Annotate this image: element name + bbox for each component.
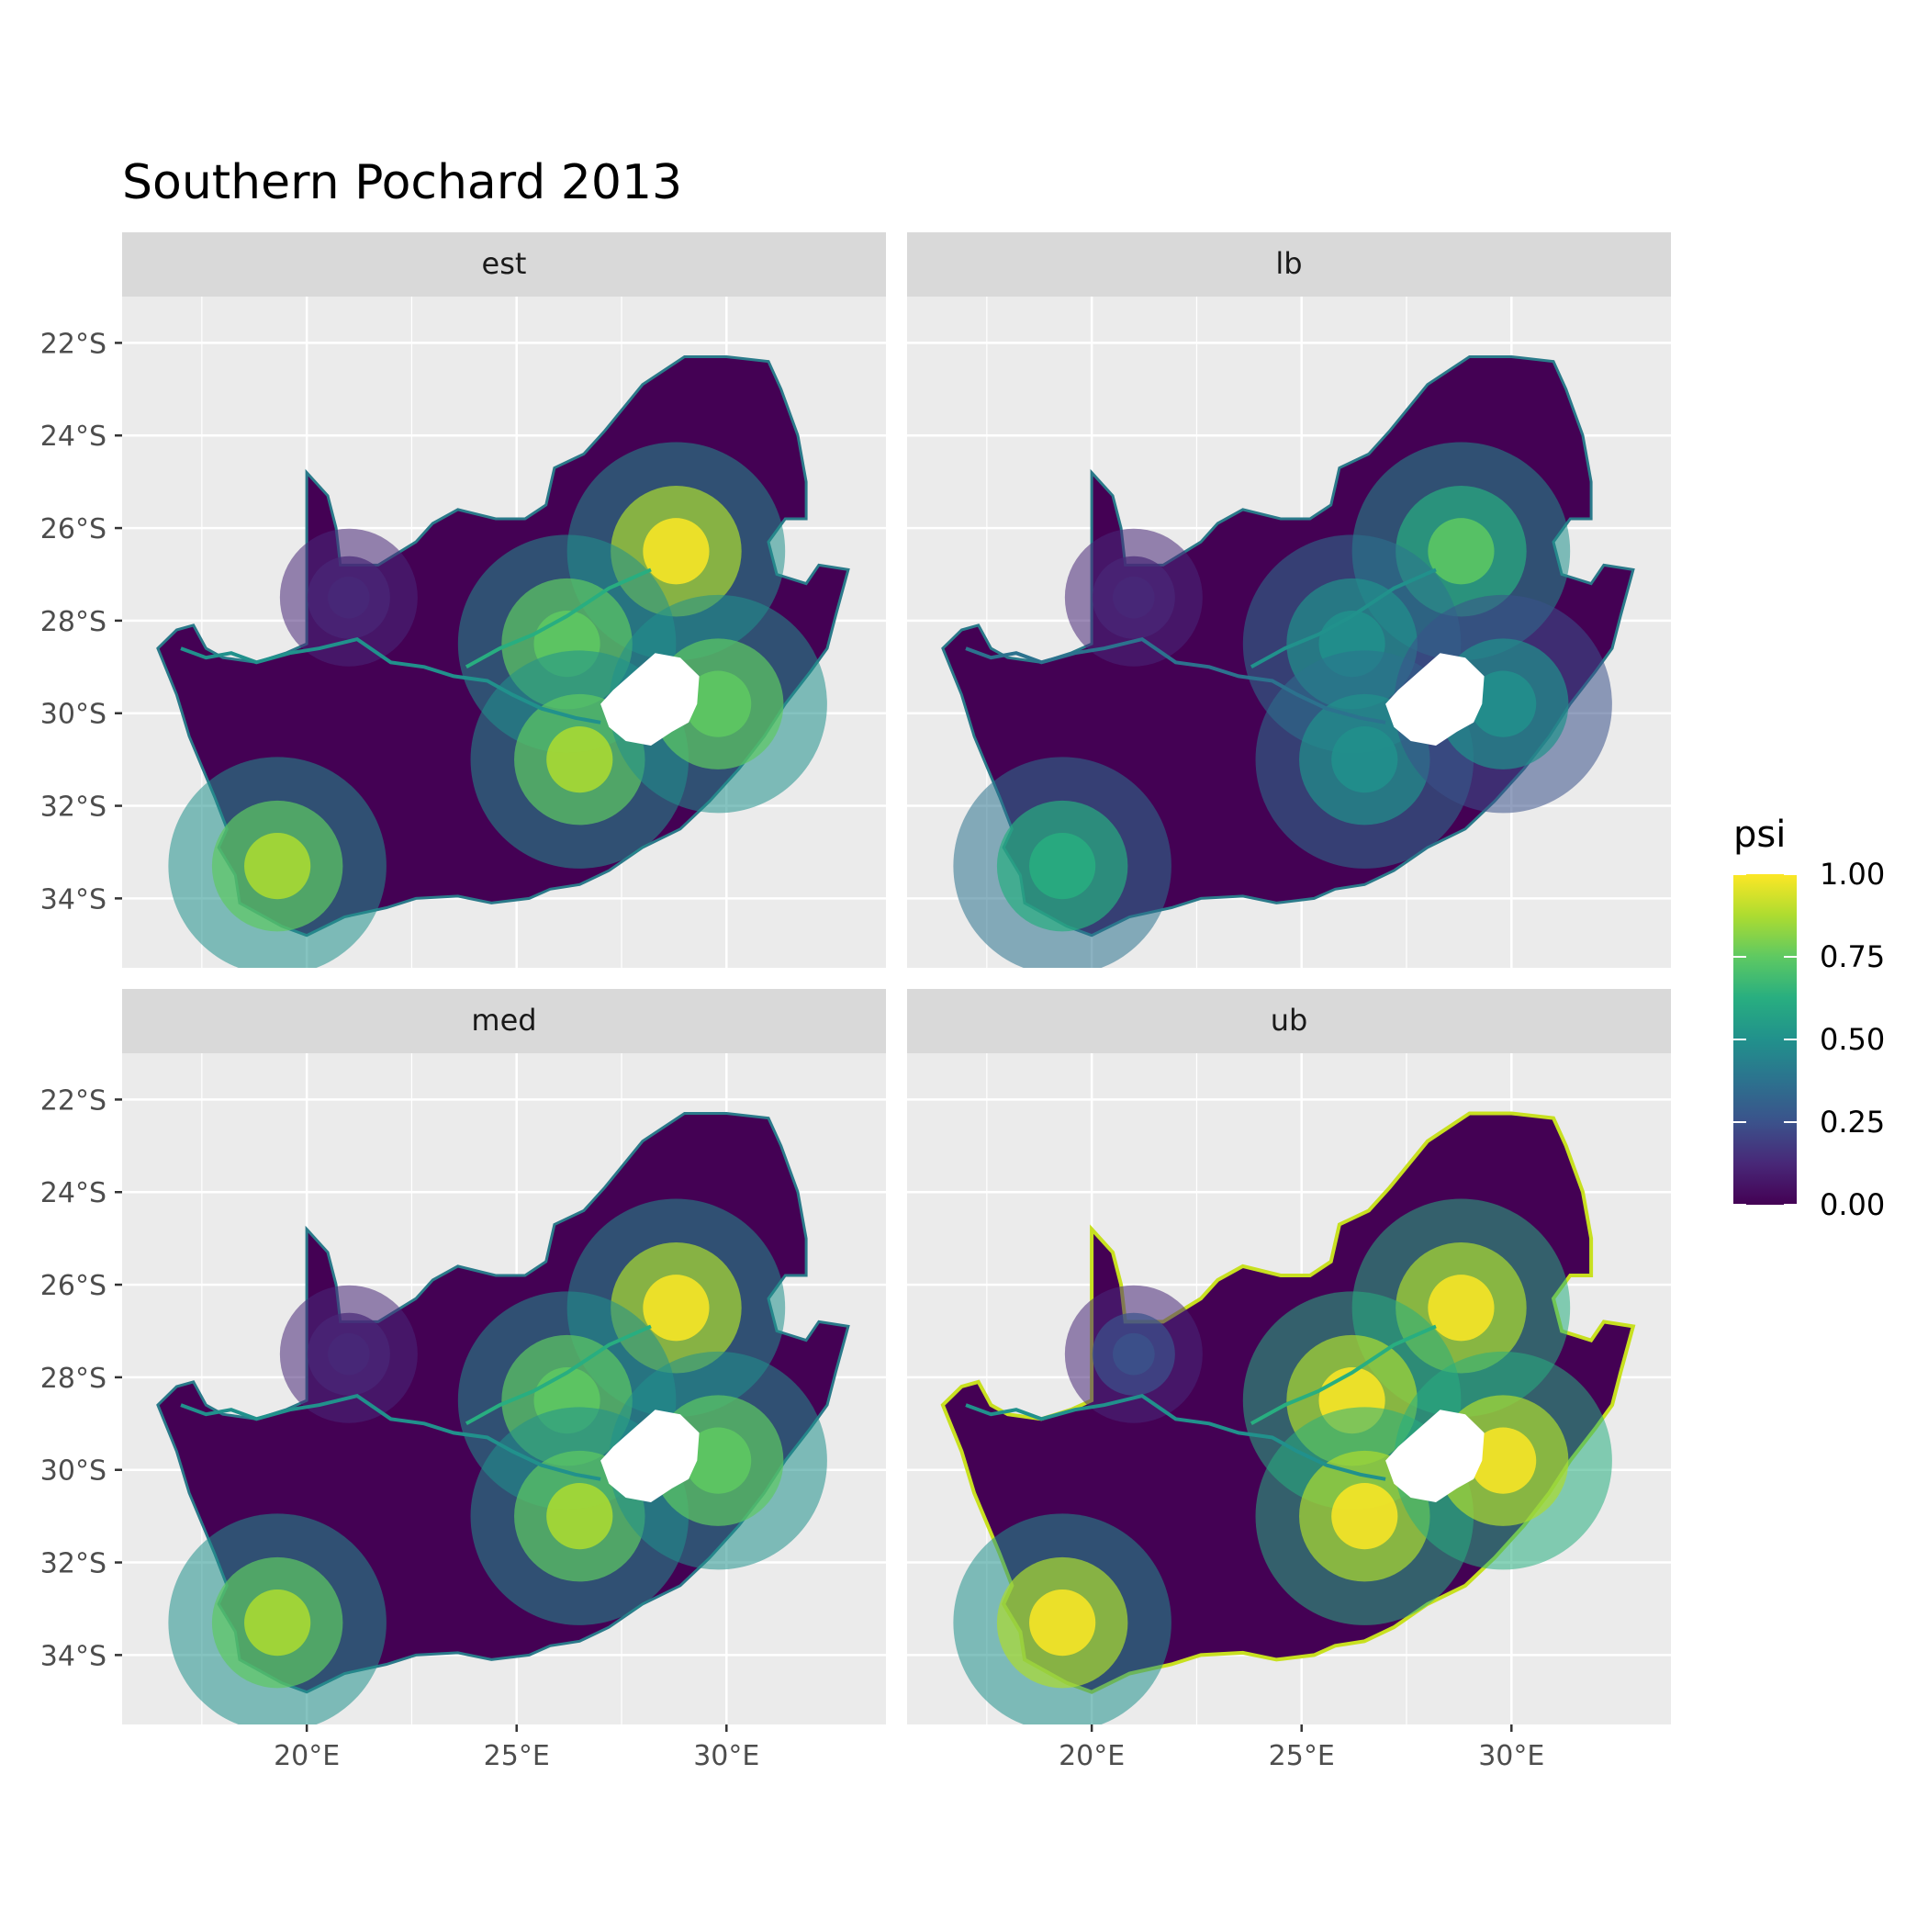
x-axis-right-column: 20°E 25°E 30°E	[1059, 1724, 1544, 1772]
facet-panel-est: est	[122, 232, 886, 968]
lesotho-gap	[600, 653, 700, 746]
y-axis-top-row: 22°S 24°S 26°S 28°S 30°S 32°S 34°S	[40, 328, 122, 915]
river-orange	[180, 636, 601, 724]
psi-raster-med	[156, 1112, 850, 1724]
facet-strip-label: lb	[1275, 246, 1302, 281]
facet-strip	[907, 989, 1671, 1053]
psi-raster-ub	[940, 1111, 1636, 1724]
river-vaal	[1250, 567, 1437, 669]
legend-break-label: 0.00	[1820, 1187, 1885, 1222]
facet-strip-label: med	[471, 1003, 536, 1038]
y-tick-label: 24°S	[40, 421, 106, 453]
legend-break-label: 1.00	[1820, 857, 1885, 892]
y-tick-label: 22°S	[40, 328, 106, 360]
facet-strip	[907, 232, 1671, 297]
facet-strip-label: est	[482, 246, 527, 281]
facet-strip	[122, 232, 886, 297]
y-tick-label: 22°S	[40, 1084, 106, 1117]
psi-hotspot-core	[1470, 1427, 1537, 1494]
river-vaal	[465, 1324, 652, 1426]
lesotho-gap	[1385, 1410, 1485, 1502]
psi-hotspot-core	[244, 1589, 311, 1657]
plot-title: Southern Pochard 2013	[122, 155, 682, 210]
legend-break-label: 0.75	[1820, 939, 1885, 974]
river-orange	[965, 636, 1386, 724]
psi-hotspot-core	[546, 1483, 613, 1550]
psi-hotspot-core	[685, 1427, 752, 1494]
legend-break-label: 0.50	[1820, 1022, 1885, 1057]
y-tick-label: 34°S	[40, 883, 106, 915]
legend-title: psi	[1733, 814, 1786, 856]
psi-hotspot-core	[1029, 1589, 1096, 1657]
x-tick-label: 30°E	[1478, 1740, 1544, 1772]
psi-hotspot-core	[643, 1275, 710, 1342]
y-tick-label: 26°S	[40, 513, 106, 545]
y-tick-label: 32°S	[40, 792, 106, 824]
x-tick-label: 20°E	[274, 1740, 340, 1772]
psi-hotspot-core	[1113, 1332, 1155, 1376]
psi-hotspot-core	[685, 670, 752, 737]
psi-hotspot-core	[1428, 518, 1495, 585]
psi-hotspot-core	[1331, 1483, 1398, 1550]
psi-hotspot-core	[1029, 832, 1096, 900]
y-axis-bottom-row: 22°S 24°S 26°S 28°S 30°S 32°S 34°S	[40, 1084, 122, 1672]
x-tick-label: 25°E	[1269, 1740, 1335, 1772]
legend-ticks: 1.00 0.75 0.50 0.25 0.00	[1733, 857, 1885, 1222]
river-orange	[965, 1393, 1386, 1481]
psi-hotspot-core	[244, 832, 311, 900]
psi-hotspot-core	[1470, 670, 1537, 737]
y-tick-label: 28°S	[40, 1363, 106, 1395]
y-tick-label: 26°S	[40, 1270, 106, 1302]
x-axis-left-column: 20°E 25°E 30°E	[274, 1724, 759, 1772]
psi-hotspot-core	[1113, 576, 1155, 619]
y-tick-label: 30°S	[40, 699, 106, 731]
x-tick-label: 30°E	[693, 1740, 759, 1772]
y-tick-label: 30°S	[40, 1455, 106, 1488]
river-vaal	[465, 567, 652, 669]
facet-panel-ub: ub	[907, 989, 1671, 1724]
legend: psi 1.00 0.75 0.50 0.25 0.00	[1733, 814, 1885, 1222]
y-tick-label: 32°S	[40, 1548, 106, 1580]
y-tick-label: 28°S	[40, 606, 106, 638]
river-orange	[180, 1393, 601, 1481]
facet-strip	[122, 989, 886, 1053]
y-tick-label: 34°S	[40, 1640, 106, 1672]
river-vaal	[1250, 1324, 1437, 1426]
facet-panel-lb: lb	[907, 232, 1671, 968]
psi-raster-lb	[941, 355, 1635, 968]
lesotho-gap	[600, 1410, 700, 1502]
x-tick-label: 20°E	[1059, 1740, 1125, 1772]
y-tick-label: 24°S	[40, 1177, 106, 1209]
facet-strip-label: ub	[1271, 1003, 1308, 1038]
psi-hotspot-core	[328, 576, 370, 619]
psi-raster-est	[156, 355, 850, 968]
psi-hotspot-core	[546, 726, 613, 793]
legend-break-label: 0.25	[1820, 1105, 1885, 1140]
lesotho-gap	[1385, 653, 1485, 746]
psi-hotspot-core	[328, 1332, 370, 1376]
psi-hotspot-core	[643, 518, 710, 585]
facet-panel-med: med	[122, 989, 886, 1724]
x-tick-label: 25°E	[484, 1740, 550, 1772]
psi-hotspot-core	[1428, 1275, 1495, 1342]
psi-hotspot-core	[1331, 726, 1398, 793]
